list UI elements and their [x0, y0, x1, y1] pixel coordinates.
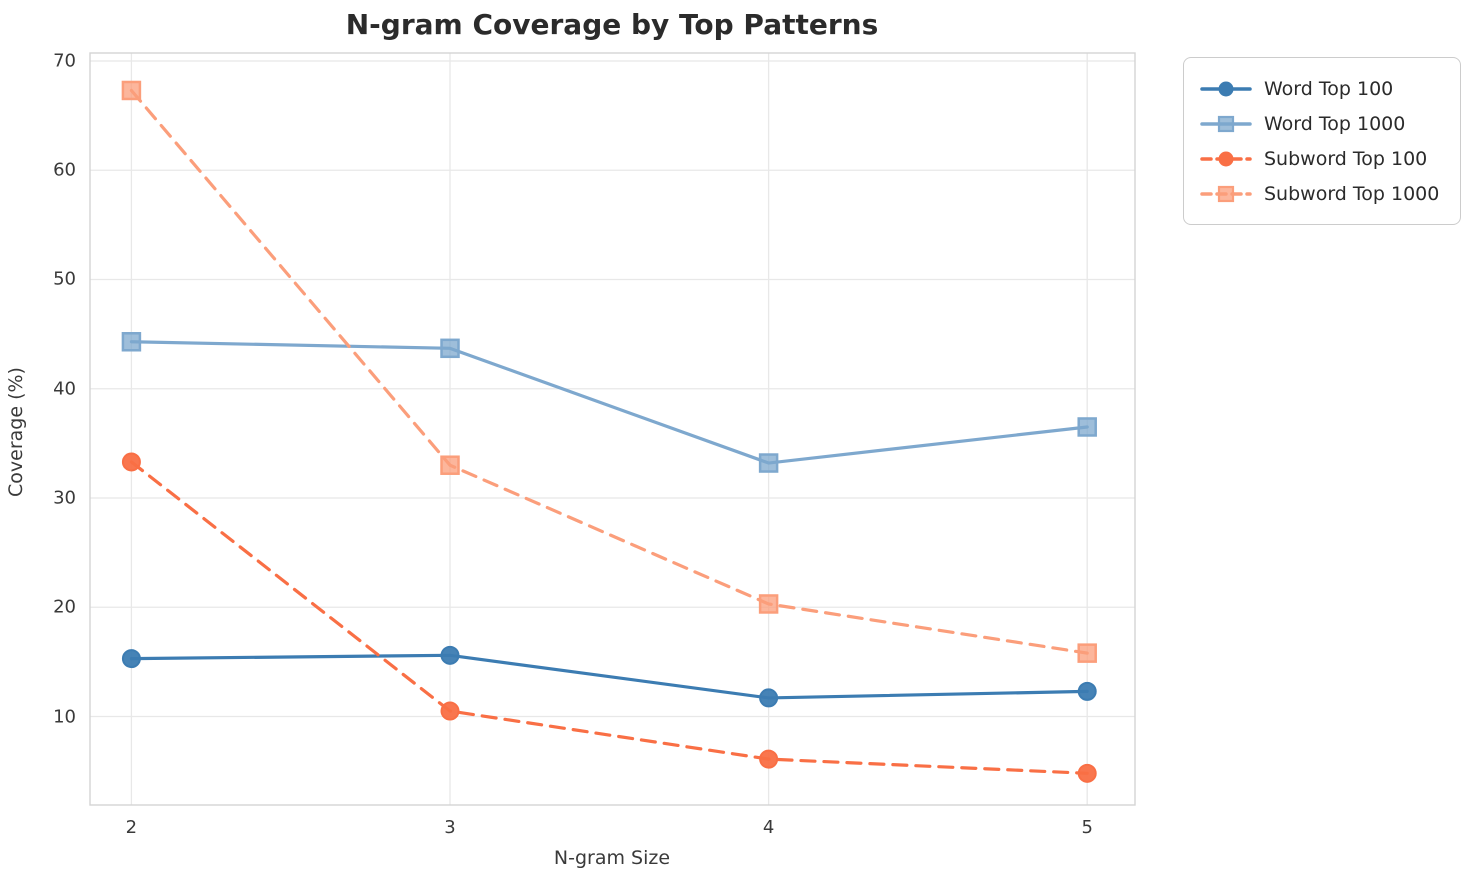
x-tick-label: 4	[762, 817, 775, 838]
y-tick-label: 70	[53, 50, 76, 72]
data-point-3-0	[121, 80, 142, 101]
legend-line-sample-icon	[1200, 185, 1252, 202]
y-tick-label: 10	[53, 706, 76, 727]
series-line-3	[129, 88, 1089, 655]
chart-title: N-gram Coverage by Top Patterns	[345, 8, 879, 41]
plot-border	[89, 52, 1136, 806]
y-tick-label: 60	[53, 159, 76, 181]
data-point-1-0	[121, 332, 142, 352]
x-tick-label: 2	[125, 817, 138, 838]
legend-item-word-top-100: Word Top 100	[1200, 71, 1444, 106]
legend-label: Word Top 100	[1264, 77, 1394, 100]
data-point-3-1	[440, 455, 460, 475]
legend-line-sample-icon	[1200, 81, 1252, 96]
data-point-2-2	[759, 749, 779, 769]
y-tick-label: 30	[53, 487, 76, 509]
data-point-1-1	[440, 338, 460, 359]
legend-line-sample-icon	[1200, 151, 1252, 166]
y-tick-label: 50	[53, 268, 76, 290]
series-line-2	[129, 460, 1089, 775]
legend-label: Subword Top 1000	[1264, 182, 1440, 205]
y-tick-label: 20	[53, 596, 76, 618]
y-axis-label: Coverage (%)	[5, 367, 27, 497]
x-axis-label: N-gram Size	[553, 847, 671, 869]
data-point-0-3	[1077, 681, 1097, 701]
legend-label: Subword Top 100	[1264, 147, 1428, 170]
legend-line-sample-icon	[1200, 115, 1252, 132]
series-line-1	[129, 340, 1089, 465]
y-tick-label: 40	[53, 378, 76, 400]
data-point-1-3	[1077, 417, 1097, 437]
data-point-0-0	[121, 649, 141, 669]
data-point-2-3	[1077, 763, 1097, 783]
data-point-0-2	[759, 688, 779, 708]
legend-label: Word Top 1000	[1264, 112, 1406, 135]
data-point-0-1	[440, 645, 460, 665]
x-tick-label: 3	[444, 817, 456, 838]
data-point-2-1	[440, 701, 460, 721]
legend-item-subword-top-100: Subword Top 100	[1200, 141, 1444, 176]
legend-item-subword-top-1000: Subword Top 1000	[1200, 176, 1444, 211]
data-point-1-2	[758, 453, 779, 473]
data-point-3-3	[1077, 643, 1097, 663]
legend: Word Top 100 Word Top 1000 Subword Top 1…	[1183, 57, 1461, 225]
legend-item-word-top-1000: Word Top 1000	[1200, 106, 1444, 141]
data-point-2-0	[121, 452, 141, 472]
series-line-0	[129, 653, 1089, 700]
x-tick-label: 5	[1081, 817, 1093, 838]
data-point-3-2	[758, 594, 779, 614]
